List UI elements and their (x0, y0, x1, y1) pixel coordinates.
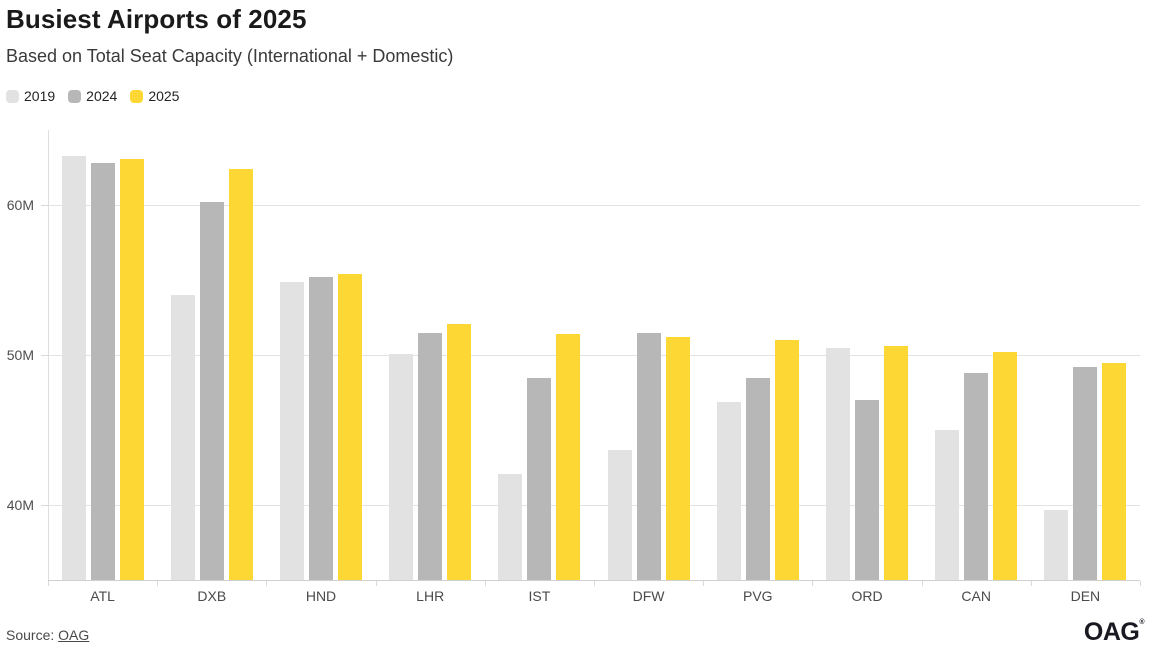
bar-DXB-2025 (228, 169, 253, 580)
bar-PVG-2025 (774, 340, 799, 580)
legend-label: 2024 (86, 88, 118, 104)
bar-CAN-2024 (964, 373, 989, 580)
bar-DFW-2024 (636, 332, 661, 580)
x-axis-tick (812, 581, 814, 586)
legend-item-2024: 2024 (68, 88, 117, 104)
bar-LHR-2019 (389, 353, 414, 580)
bar-ATL-2019 (61, 155, 86, 580)
oag-logo: OAG® (1083, 618, 1145, 647)
x-axis-tick (1140, 581, 1141, 586)
x-axis-baseline (48, 580, 1140, 581)
y-axis-label: 60M (6, 197, 34, 213)
x-axis-label-ATL: ATL (90, 588, 115, 604)
legend-swatch-2024 (68, 89, 82, 103)
y-axis-label: 40M (6, 497, 34, 513)
x-axis-label-DEN: DEN (1070, 588, 1101, 604)
chart-title: Busiest Airports of 2025 (6, 4, 307, 34)
bar-DFW-2019 (607, 449, 632, 580)
gridline-50M (48, 355, 1140, 356)
gridline-60M (48, 205, 1140, 206)
x-axis-tick (484, 581, 486, 586)
source-prefix: Source: (6, 627, 59, 643)
x-axis-tick (703, 581, 705, 586)
legend: 2019 2024 2025 (6, 88, 179, 104)
bar-LHR-2024 (418, 332, 443, 580)
x-axis-tick (1030, 581, 1032, 586)
bar-ORD-2024 (855, 400, 879, 580)
legend-swatch-2019 (6, 89, 19, 103)
bar-DEN-2025 (1102, 362, 1127, 580)
x-axis-tick (594, 581, 595, 586)
bar-DFW-2025 (665, 337, 690, 580)
y-axis-label: 50M (6, 347, 34, 363)
bar-DXB-2019 (170, 295, 195, 580)
bar-ORD-2025 (884, 346, 908, 580)
chart-subtitle: Based on Total Seat Capacity (Internatio… (6, 46, 454, 66)
y-axis-tick (41, 205, 48, 206)
legend-swatch-2025 (130, 89, 144, 103)
x-axis-label-IST: IST (528, 588, 551, 604)
bar-LHR-2025 (447, 323, 472, 580)
x-axis-label-LHR: LHR (416, 588, 445, 604)
bar-CAN-2019 (935, 430, 960, 580)
x-axis-label-HND: HND (305, 588, 337, 604)
x-axis-label-PVG: PVG (743, 588, 773, 604)
gridline-40M (48, 505, 1140, 506)
x-axis-label-DFW: DFW (632, 588, 665, 604)
oag-logo-text: OAG (1083, 618, 1140, 646)
bar-CAN-2025 (993, 352, 1018, 580)
source-note: Source: OAG (6, 627, 89, 643)
registered-trademark-mark: ® (1139, 619, 1144, 626)
bar-DEN-2019 (1044, 509, 1069, 580)
bar-IST-2025 (556, 334, 581, 580)
bar-IST-2019 (498, 473, 523, 580)
bar-HND-2024 (309, 277, 333, 580)
bar-PVG-2019 (716, 401, 741, 580)
x-axis-tick (266, 581, 268, 586)
x-axis-label-DXB: DXB (197, 588, 227, 604)
legend-item-2025: 2025 (130, 88, 179, 104)
x-axis-label-ORD: ORD (851, 588, 883, 604)
legend-label: 2025 (148, 88, 180, 104)
x-axis-tick (921, 581, 923, 586)
bar-DXB-2024 (199, 202, 224, 580)
y-axis-tick (41, 355, 48, 356)
bar-ATL-2025 (119, 158, 144, 580)
y-axis-tick (41, 505, 48, 506)
legend-item-2019: 2019 (6, 88, 55, 104)
x-axis-tick (375, 581, 377, 586)
x-axis-tick (48, 581, 49, 586)
bar-ORD-2019 (826, 347, 850, 580)
bar-IST-2024 (527, 377, 552, 580)
source-link[interactable]: OAG (58, 627, 90, 643)
bar-ATL-2024 (90, 163, 115, 580)
bar-HND-2025 (338, 274, 362, 580)
y-axis-line (48, 130, 49, 580)
bar-DEN-2024 (1073, 367, 1098, 580)
bar-PVG-2024 (745, 377, 770, 580)
legend-label: 2019 (24, 88, 56, 104)
x-axis-label-CAN: CAN (961, 588, 991, 604)
x-axis-tick (157, 581, 159, 586)
bar-HND-2019 (280, 281, 304, 580)
